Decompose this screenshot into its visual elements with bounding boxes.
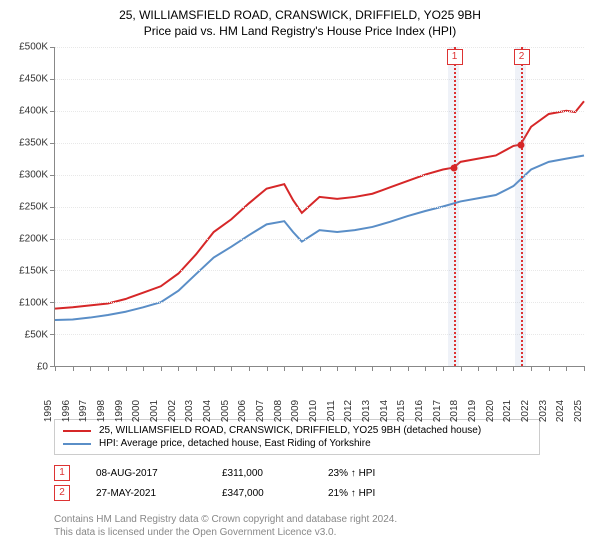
plot-area: 12 (54, 47, 584, 367)
marker-number-box: 2 (54, 485, 70, 501)
y-tick-label: £400K (19, 106, 48, 117)
x-tick-label: 1998 (96, 400, 107, 422)
x-tick-label: 1999 (114, 400, 125, 422)
y-tick-label: £450K (19, 74, 48, 85)
transaction-dot (517, 141, 524, 148)
y-tick-label: £150K (19, 266, 48, 277)
x-tick-label: 2023 (538, 400, 549, 422)
tx-date: 08-AUG-2017 (96, 468, 196, 479)
x-tick-label: 2005 (220, 400, 231, 422)
chart-title: 25, WILLIAMSFIELD ROAD, CRANSWICK, DRIFF… (10, 8, 590, 39)
footnote: Contains HM Land Registry data © Crown c… (54, 513, 590, 539)
x-tick-label: 2021 (502, 400, 513, 422)
legend-swatch (63, 443, 91, 445)
tx-delta: 23% ↑ HPI (328, 468, 375, 479)
x-tick-label: 2000 (131, 400, 142, 422)
tx-price: £347,000 (222, 488, 302, 499)
marker-number-box: 1 (54, 465, 70, 481)
y-tick-label: £350K (19, 138, 48, 149)
x-tick-label: 2022 (520, 400, 531, 422)
legend-label: HPI: Average price, detached house, East… (99, 438, 371, 449)
x-tick-label: 2009 (290, 400, 301, 422)
transaction-row: 2 27-MAY-2021 £347,000 21% ↑ HPI (54, 483, 590, 503)
x-tick-label: 2001 (149, 400, 160, 422)
legend-swatch (63, 430, 91, 432)
series-property (55, 101, 584, 308)
x-tick-label: 2025 (573, 400, 584, 422)
x-tick-label: 2015 (396, 400, 407, 422)
x-tick-label: 2002 (167, 400, 178, 422)
legend-box: 25, WILLIAMSFIELD ROAD, CRANSWICK, DRIFF… (54, 419, 540, 455)
footnote-copyright: Contains HM Land Registry data © Crown c… (54, 513, 590, 526)
chart-container: 25, WILLIAMSFIELD ROAD, CRANSWICK, DRIFF… (0, 0, 600, 560)
x-tick-label: 2019 (467, 400, 478, 422)
x-tick-label: 2006 (237, 400, 248, 422)
legend-label: 25, WILLIAMSFIELD ROAD, CRANSWICK, DRIFF… (99, 425, 481, 436)
title-address: 25, WILLIAMSFIELD ROAD, CRANSWICK, DRIFF… (10, 8, 590, 24)
legend-row-hpi: HPI: Average price, detached house, East… (63, 437, 531, 450)
x-tick-label: 1996 (61, 400, 72, 422)
legend-row-property: 25, WILLIAMSFIELD ROAD, CRANSWICK, DRIFF… (63, 424, 531, 437)
marker-line (454, 47, 456, 366)
x-tick-label: 2020 (485, 400, 496, 422)
x-tick-label: 2007 (255, 400, 266, 422)
x-axis-labels: 1995199619971998199920002001200220032004… (54, 369, 584, 413)
x-tick-label: 2012 (343, 400, 354, 422)
marker-number-box: 2 (514, 49, 530, 65)
x-tick-label: 2016 (414, 400, 425, 422)
x-tick-label: 2013 (361, 400, 372, 422)
x-tick-label: 1995 (43, 400, 54, 422)
tx-date: 27-MAY-2021 (96, 488, 196, 499)
x-tick-label: 2008 (273, 400, 284, 422)
x-tick-label: 2017 (432, 400, 443, 422)
footnote-licence: This data is licensed under the Open Gov… (54, 526, 590, 539)
x-tick-label: 2024 (555, 400, 566, 422)
y-tick-label: £250K (19, 202, 48, 213)
y-tick-label: £50K (25, 330, 48, 341)
y-tick-label: £200K (19, 234, 48, 245)
x-tick-label: 2004 (202, 400, 213, 422)
y-tick-label: £300K (19, 170, 48, 181)
x-tick-label: 2011 (326, 400, 337, 422)
tx-delta: 21% ↑ HPI (328, 488, 375, 499)
x-tick-label: 1997 (78, 400, 89, 422)
x-tick-label: 2010 (308, 400, 319, 422)
chart-area: £0 £50K £100K £150K £200K £250K £300K £350K £400… (10, 43, 590, 413)
tx-price: £311,000 (222, 468, 302, 479)
transaction-row: 1 08-AUG-2017 £311,000 23% ↑ HPI (54, 463, 590, 483)
y-axis-labels: £0£50K£100K£150K£200K£250K£300K£350K£400… (10, 47, 52, 367)
x-tick-label: 2003 (184, 400, 195, 422)
transactions-table: 1 08-AUG-2017 £311,000 23% ↑ HPI 2 27-MAY-202… (54, 463, 590, 503)
y-tick-label: £100K (19, 298, 48, 309)
marker-line (521, 47, 523, 366)
x-tick-label: 2014 (379, 400, 390, 422)
y-tick-label: £500K (19, 42, 48, 53)
transaction-dot (450, 164, 457, 171)
title-subtitle: Price paid vs. HM Land Registry's House … (10, 24, 590, 40)
x-tick-label: 2018 (449, 400, 460, 422)
y-tick-label: £0 (37, 362, 48, 373)
marker-number-box: 1 (447, 49, 463, 65)
